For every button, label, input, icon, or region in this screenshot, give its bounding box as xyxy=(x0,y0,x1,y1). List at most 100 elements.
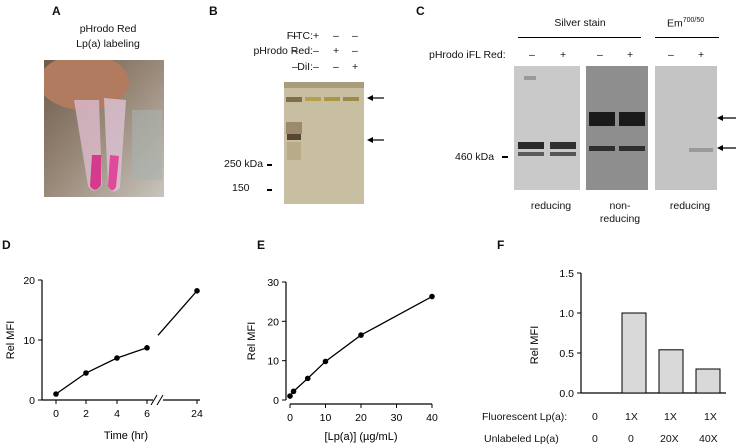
y-tick-label: 1.0 xyxy=(559,308,574,320)
y-tick-label: 0 xyxy=(29,395,35,407)
panel-f-letter: F xyxy=(497,238,505,252)
label-non: non- xyxy=(609,200,631,212)
y-tick-label: 10 xyxy=(267,356,279,368)
panel-d-letter: D xyxy=(2,238,11,252)
row-label-phrodo-ifl: pHrodo iFL Red: xyxy=(429,49,506,61)
y-tick-label: 0.0 xyxy=(559,388,574,400)
data-point xyxy=(322,358,329,365)
x-tick-label: 30 xyxy=(391,412,403,424)
tube-photo xyxy=(44,60,164,197)
x-tick-label: 10 xyxy=(320,412,332,424)
em-title: Em700/50 xyxy=(667,17,705,30)
mark: – xyxy=(352,30,358,42)
gel-c-nonreducing xyxy=(586,66,648,190)
y-tick-label: 0.5 xyxy=(559,348,574,360)
x-axis-label: [Lp(a)] (µg/mL) xyxy=(325,431,398,443)
mark: – xyxy=(529,49,535,61)
data-point xyxy=(304,375,311,382)
y-tick-label: 20 xyxy=(267,316,279,328)
fluorescent-value: 1X xyxy=(664,411,677,423)
panel-a-title-line2: Lp(a) labeling xyxy=(76,38,140,50)
mark: + xyxy=(313,30,320,42)
data-point xyxy=(290,388,297,395)
data-point xyxy=(429,293,435,300)
fluorescent-value: 0 xyxy=(592,411,598,423)
x-tick-label: 20 xyxy=(355,412,367,424)
series-line xyxy=(289,295,433,397)
mark: + xyxy=(352,61,359,73)
gel-c-fluorescence xyxy=(655,66,717,190)
mark: – xyxy=(352,45,358,57)
chart-e: 0 10 20 30 0 10 20 30 40 [Lp(a)] (µg/mL) Rel MFI xyxy=(246,277,438,443)
silver-stain-title: Silver stain xyxy=(554,17,606,29)
data-point xyxy=(358,332,364,338)
unlabeled-value: 0 xyxy=(592,433,598,445)
y-tick-label: 10 xyxy=(23,335,35,347)
label-nonreducing: reducing xyxy=(599,213,641,225)
mark: + xyxy=(698,49,705,61)
fluorescent-value: 1X xyxy=(704,411,717,423)
data-point xyxy=(83,370,89,376)
mw-tick xyxy=(502,156,508,158)
panel-e-letter: E xyxy=(257,238,266,252)
mark: + xyxy=(627,49,634,61)
axis-break xyxy=(150,394,158,406)
x-tick-label: 0 xyxy=(287,412,293,424)
label-reducing: reducing xyxy=(530,200,572,212)
mark: – xyxy=(668,49,674,61)
x-tick-label: 24 xyxy=(191,408,203,420)
mark: – xyxy=(292,45,298,57)
row-label-fitc: FITC: xyxy=(286,30,313,42)
mark: – xyxy=(292,61,298,73)
unlabeled-row-label: Unlabeled Lp(a) xyxy=(484,433,559,445)
series-line xyxy=(157,290,198,336)
data-point xyxy=(53,391,59,397)
mark: – xyxy=(313,61,319,73)
fluorescent-value: 1X xyxy=(625,411,638,423)
row-label-phrodo: pHrodo Red: xyxy=(253,45,313,57)
bar xyxy=(658,349,684,394)
mark: – xyxy=(292,30,298,42)
y-tick-label: 20 xyxy=(23,275,35,287)
y-tick-label: 1.5 xyxy=(559,268,574,280)
bar xyxy=(621,312,647,394)
data-point xyxy=(287,393,293,399)
mw-tick xyxy=(267,164,272,166)
panel-b-letter: B xyxy=(209,4,218,18)
mark: – xyxy=(333,61,339,73)
y-tick-label: 0 xyxy=(273,395,279,407)
mw-tick xyxy=(267,189,272,191)
group-divider xyxy=(518,37,641,38)
panel-a-letter: A xyxy=(52,4,61,18)
row-label-dii: DiI: xyxy=(297,61,313,73)
data-point xyxy=(144,345,150,351)
x-tick-label: 6 xyxy=(144,408,150,420)
series-line xyxy=(55,347,148,395)
arrow-markers-c xyxy=(717,115,736,151)
y-tick-label: 30 xyxy=(267,277,279,289)
unlabeled-value: 0 xyxy=(628,433,634,445)
panel-c-letter: C xyxy=(416,4,425,18)
x-tick-label: 2 xyxy=(83,408,89,420)
unlabeled-value: 20X xyxy=(660,433,679,445)
y-axis-label: Rel MFI xyxy=(246,322,258,361)
gel-c-reducing xyxy=(514,66,580,190)
group-divider xyxy=(655,37,719,38)
axis-break xyxy=(156,394,164,406)
data-point xyxy=(114,355,120,361)
data-point xyxy=(194,288,200,294)
chart-f: 0.0 0.5 1.0 1.5 Rel MFI xyxy=(529,268,726,400)
mw-label-250: 250 kDa xyxy=(224,158,264,170)
gel-b-image xyxy=(284,82,364,204)
label-reducing-em: reducing xyxy=(669,200,711,212)
bar xyxy=(695,368,721,394)
x-tick-label: 0 xyxy=(53,408,59,420)
unlabeled-value: 40X xyxy=(699,433,718,445)
y-axis-label: Rel MFI xyxy=(5,321,17,360)
mark: + xyxy=(560,49,567,61)
mark: + xyxy=(333,45,340,57)
arrow-markers-b xyxy=(367,95,384,143)
x-tick-label: 40 xyxy=(426,412,438,424)
panel-a-title-line1: pHrodo Red xyxy=(79,23,137,35)
